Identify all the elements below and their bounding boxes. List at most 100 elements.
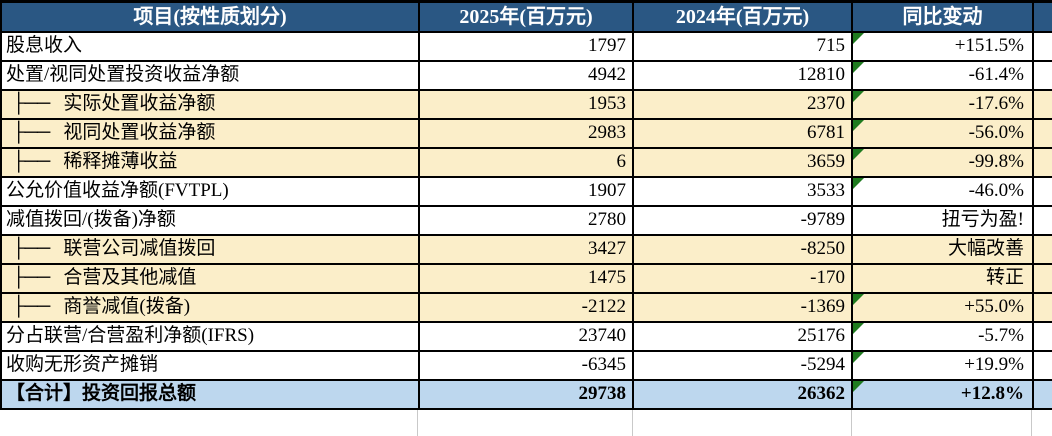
value-2024-cell[interactable]: 25176 (632, 321, 853, 352)
item-cell[interactable]: ├── 联营公司减值拨回 (0, 234, 420, 265)
item-cell[interactable]: 【合计】投资回报总额 (0, 379, 420, 410)
stub-cell[interactable] (1032, 31, 1052, 62)
yoy-change-value: +12.8% (960, 383, 1024, 405)
item-label: 稀释摊薄收益 (63, 151, 178, 173)
value-2024-cell[interactable]: -9789 (632, 205, 853, 236)
item-label: 处置/视同处置投资收益净额 (6, 64, 240, 86)
item-label: 商誉减值(拨备) (63, 296, 191, 318)
value-2024-cell[interactable]: -1369 (632, 292, 853, 323)
gridline (1031, 410, 1032, 436)
value-2024-cell[interactable]: 3533 (632, 176, 853, 207)
table-row: ├── 联营公司减值拨回 3427 -8250 大幅改善 (0, 234, 1052, 265)
value-2024-cell[interactable]: 715 (632, 31, 853, 62)
item-cell[interactable]: 收购无形资产摊销 (0, 350, 420, 381)
yoy-change-value: 扭亏为盈! (941, 209, 1024, 231)
value-2025-cell[interactable]: -6345 (418, 350, 634, 381)
stored-as-text-indicator-icon (854, 92, 864, 102)
table-row: 公允价值收益净额(FVTPL) 1907 3533 -46.0% (0, 176, 1052, 207)
header-yoy-column[interactable]: 同比变动 (851, 0, 1034, 33)
stub-cell[interactable] (1032, 379, 1052, 410)
table-row: 【合计】投资回报总额 29738 26362 +12.8% (0, 379, 1052, 410)
item-cell[interactable]: 股息收入 (0, 31, 420, 62)
item-cell[interactable]: 公允价值收益净额(FVTPL) (0, 176, 420, 207)
value-2025-cell[interactable]: 1475 (418, 263, 634, 294)
stored-as-text-indicator-icon (854, 353, 864, 363)
stored-as-text-indicator-icon (854, 324, 864, 334)
stub-cell[interactable] (1032, 118, 1052, 149)
stub-cell[interactable] (1032, 60, 1052, 91)
value-2024-cell[interactable]: 6781 (632, 118, 853, 149)
yoy-change-cell[interactable]: +12.8% (851, 379, 1034, 410)
value-2025-cell[interactable]: 1797 (418, 31, 634, 62)
item-cell[interactable]: 处置/视同处置投资收益净额 (0, 60, 420, 91)
yoy-change-cell[interactable]: +151.5% (851, 31, 1034, 62)
item-label: 合营及其他减值 (63, 267, 197, 289)
stub-cell[interactable] (1032, 176, 1052, 207)
value-2025-cell[interactable]: 4942 (418, 60, 634, 91)
value-2025-cell[interactable]: 1907 (418, 176, 634, 207)
yoy-change-cell[interactable]: -61.4% (851, 60, 1034, 91)
value-2025-cell[interactable]: 2983 (418, 118, 634, 149)
value-2024-cell[interactable]: 26362 (632, 379, 853, 410)
value-2024-cell[interactable]: -5294 (632, 350, 853, 381)
item-label: 视同处置收益净额 (63, 122, 216, 144)
stub-cell[interactable] (1032, 147, 1052, 178)
yoy-change-cell[interactable]: -46.0% (851, 176, 1034, 207)
table-row: 股息收入 1797 715 +151.5% (0, 31, 1052, 62)
stored-as-text-indicator-icon (854, 179, 864, 189)
tree-branch-icon: ├── (12, 93, 50, 115)
yoy-change-cell[interactable]: -99.8% (851, 147, 1034, 178)
item-cell[interactable]: ├── 视同处置收益净额 (0, 118, 420, 149)
item-cell[interactable]: ├── 合营及其他减值 (0, 263, 420, 294)
value-2024-cell[interactable]: -170 (632, 263, 853, 294)
item-cell[interactable]: ├── 实际处置收益净额 (0, 89, 420, 120)
yoy-change-cell[interactable]: 大幅改善 (851, 234, 1034, 265)
value-2024-cell[interactable]: 12810 (632, 60, 853, 91)
value-2025-cell[interactable]: 6 (418, 147, 634, 178)
table-row: ├── 视同处置收益净额 2983 6781 -56.0% (0, 118, 1052, 149)
yoy-change-cell[interactable]: -56.0% (851, 118, 1034, 149)
value-2024-cell[interactable]: -8250 (632, 234, 853, 265)
value-2025-cell[interactable]: 29738 (418, 379, 634, 410)
gridline (851, 410, 852, 436)
value-2025-cell[interactable]: 23740 (418, 321, 634, 352)
stub-cell[interactable] (1032, 263, 1052, 294)
yoy-change-cell[interactable]: 扭亏为盈! (851, 205, 1034, 236)
yoy-change-value: -99.8% (968, 151, 1024, 173)
value-2025-cell[interactable]: 1953 (418, 89, 634, 120)
yoy-change-cell[interactable]: +55.0% (851, 292, 1034, 323)
empty-sheet-area[interactable] (0, 410, 1052, 436)
item-label: 联营公司减值拨回 (63, 238, 216, 260)
item-cell[interactable]: 减值拨回/(拨备)净额 (0, 205, 420, 236)
yoy-change-value: -61.4% (968, 64, 1024, 86)
item-cell[interactable]: ├── 商誉减值(拨备) (0, 292, 420, 323)
stub-cell[interactable] (1032, 350, 1052, 381)
stub-cell[interactable] (1032, 89, 1052, 120)
value-2024-cell[interactable]: 3659 (632, 147, 853, 178)
yoy-change-cell[interactable]: 转正 (851, 263, 1034, 294)
stub-cell[interactable] (1032, 205, 1052, 236)
stub-cell[interactable] (1032, 292, 1052, 323)
header-item-column[interactable]: 项目(按性质划分) (0, 0, 420, 33)
tree-branch-icon: ├── (12, 267, 50, 289)
value-2025-cell[interactable]: 3427 (418, 234, 634, 265)
item-cell[interactable]: ├── 稀释摊薄收益 (0, 147, 420, 178)
yoy-change-cell[interactable]: -17.6% (851, 89, 1034, 120)
value-2025-cell[interactable]: -2122 (418, 292, 634, 323)
yoy-change-cell[interactable]: +19.9% (851, 350, 1034, 381)
table-row: 处置/视同处置投资收益净额 4942 12810 -61.4% (0, 60, 1052, 91)
stub-cell[interactable] (1032, 321, 1052, 352)
item-cell[interactable]: 分占联营/合营盈利净额(IFRS) (0, 321, 420, 352)
tree-branch-icon: ├── (12, 238, 50, 260)
yoy-change-value: -17.6% (968, 93, 1024, 115)
yoy-change-cell[interactable]: -5.7% (851, 321, 1034, 352)
value-2025-cell[interactable]: 2780 (418, 205, 634, 236)
item-label: 收购无形资产摊销 (6, 354, 159, 376)
stub-cell[interactable] (1032, 234, 1052, 265)
header-2024-column[interactable]: 2024年(百万元) (632, 0, 853, 33)
yoy-change-value: +151.5% (954, 35, 1024, 57)
header-2025-column[interactable]: 2025年(百万元) (418, 0, 634, 33)
value-2024-cell[interactable]: 2370 (632, 89, 853, 120)
item-label: 股息收入 (6, 35, 83, 57)
